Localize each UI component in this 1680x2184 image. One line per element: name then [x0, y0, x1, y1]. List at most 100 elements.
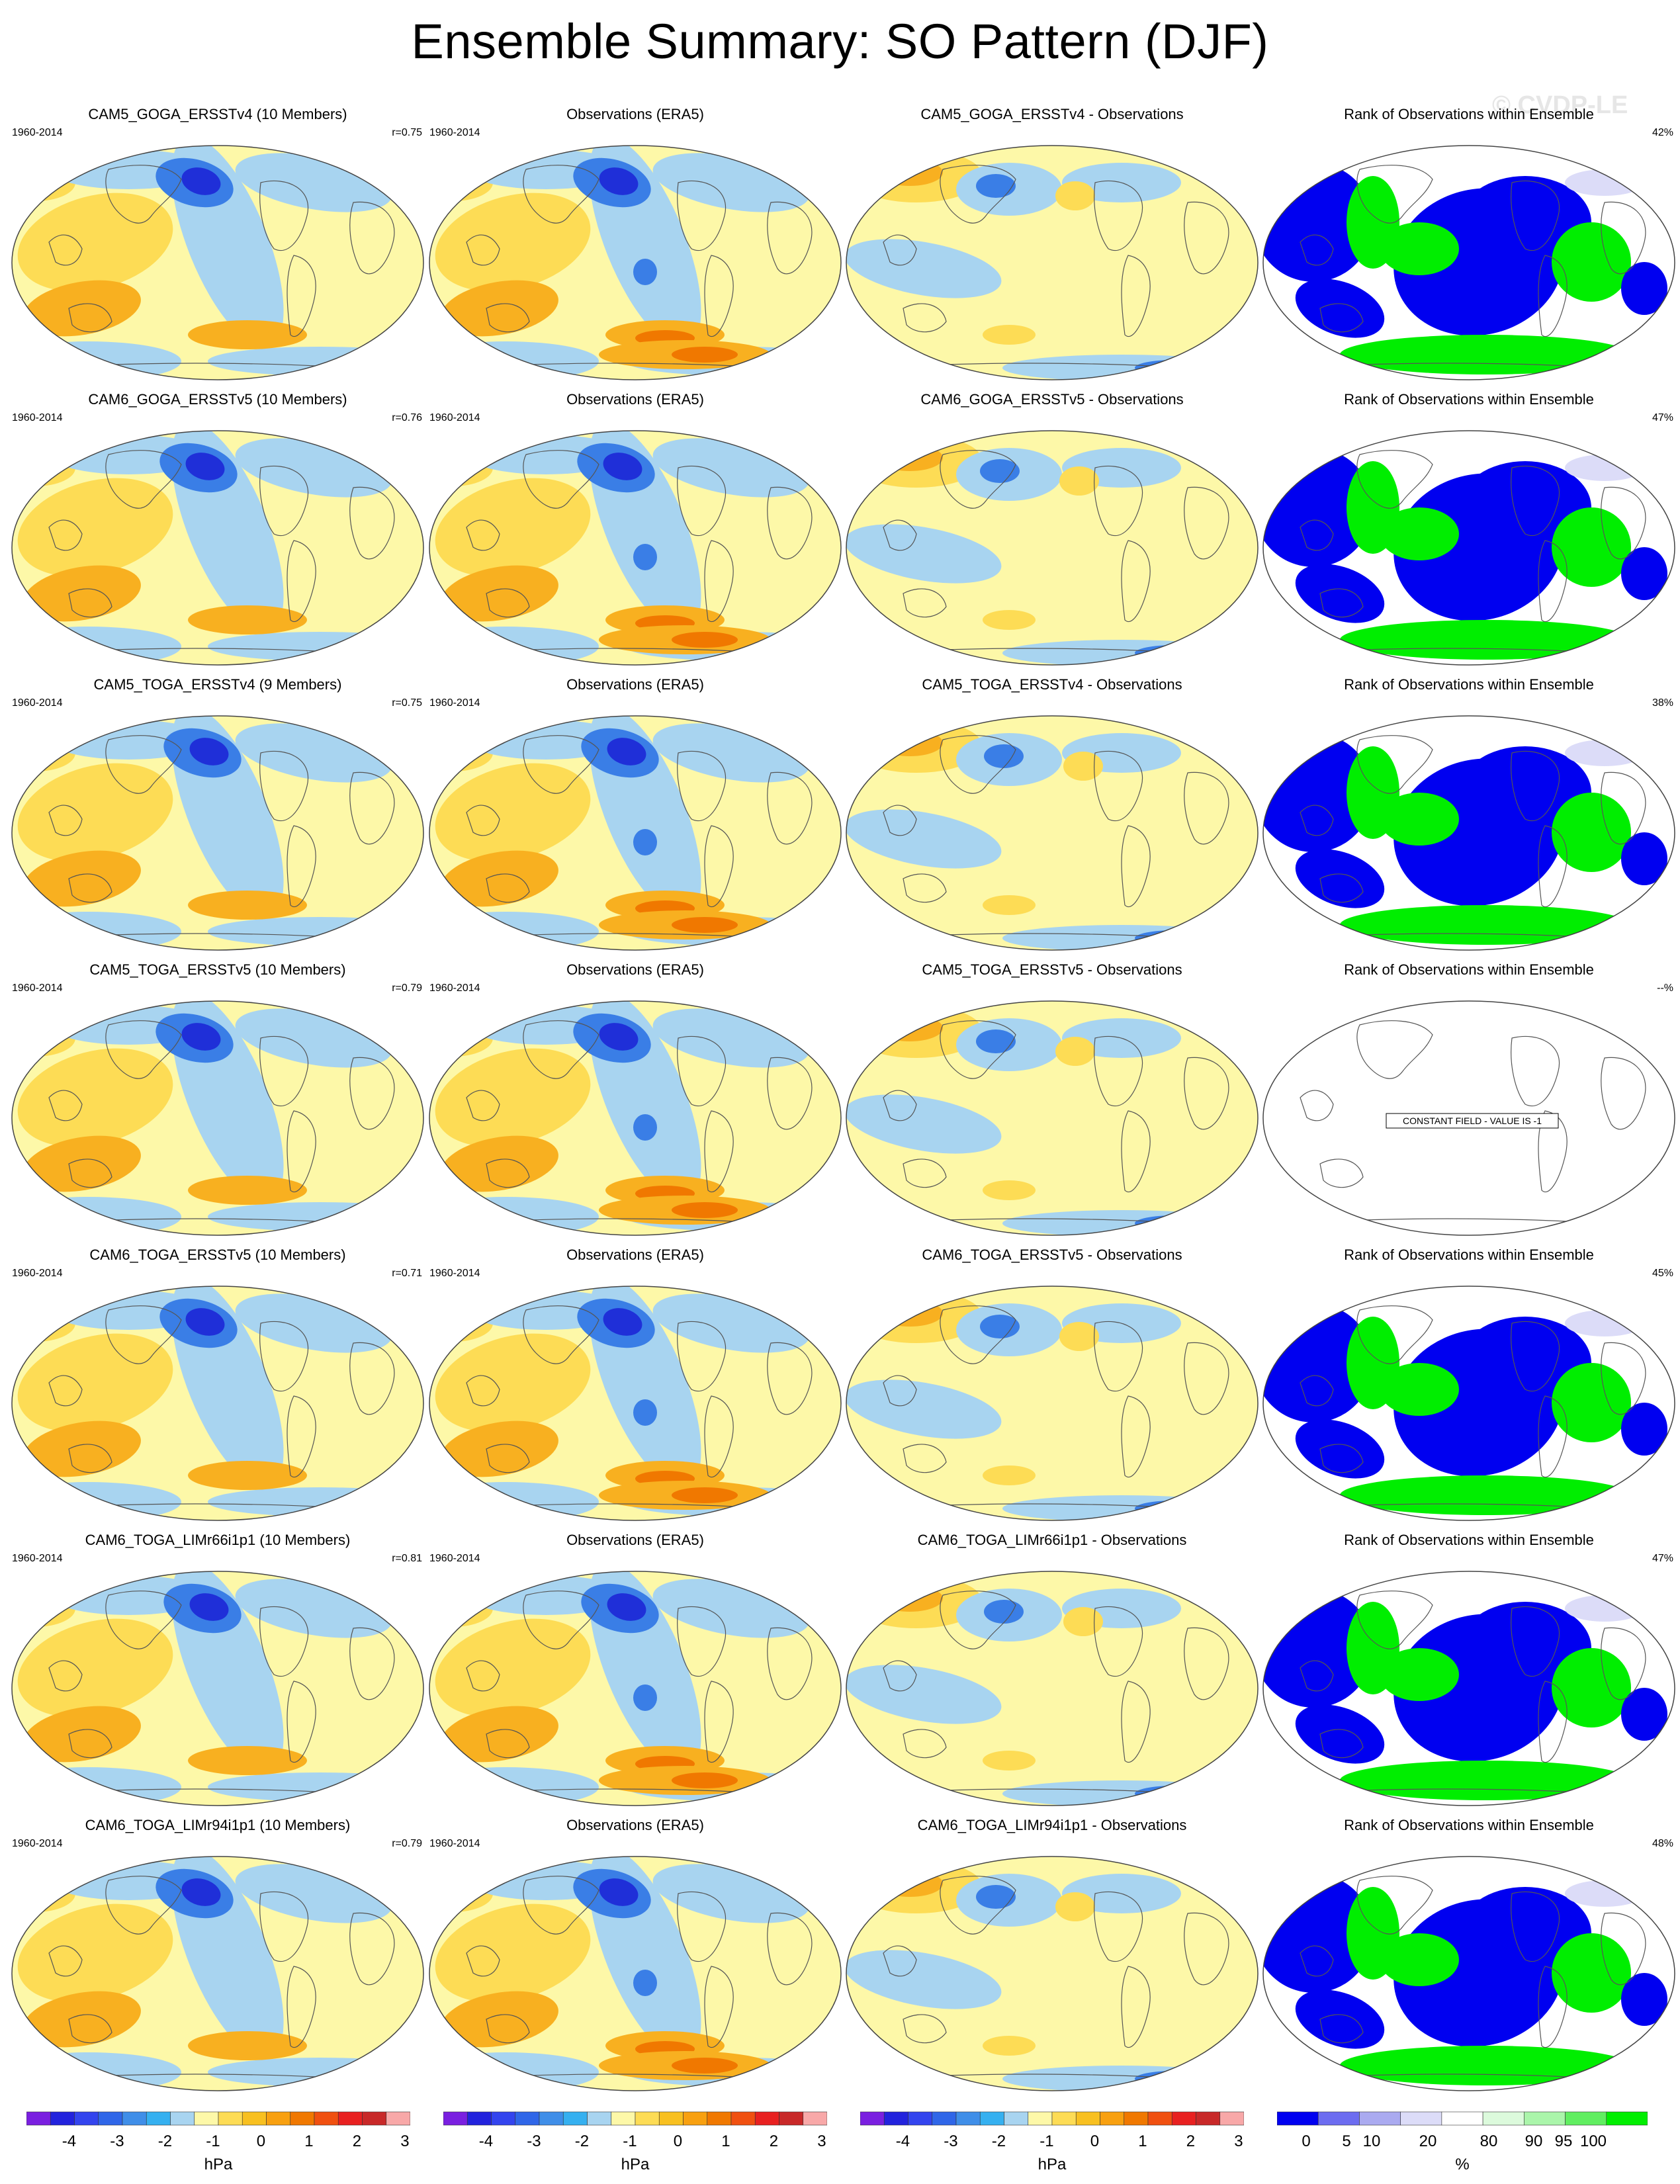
coastline — [287, 1966, 316, 2048]
coastline — [1184, 1057, 1229, 1130]
coastline — [1538, 825, 1568, 907]
rank-percent: 38% — [1652, 697, 1673, 709]
map-border — [1262, 145, 1675, 380]
rank-percent: 42% — [1652, 127, 1673, 138]
colorbar-swatch — [1075, 2111, 1100, 2126]
high-pressure-center — [218, 900, 277, 916]
coastline — [767, 1057, 813, 1130]
high-pressure-center — [672, 2058, 738, 2074]
rank-high-region — [1552, 507, 1631, 587]
high-pressure-center — [672, 1202, 738, 1218]
colorbar-swatch — [466, 2111, 492, 2126]
colorbar-swatch — [242, 2111, 267, 2126]
coastline — [523, 1591, 599, 1649]
coastline — [767, 201, 813, 275]
map-diff — [846, 430, 1259, 666]
colorbar-swatch — [611, 2111, 636, 2126]
map-border — [11, 430, 424, 666]
map-panel-model-2: CAM6_GOGA_ERSSTv5 (10 Members) 1960-2014 r… — [9, 391, 426, 669]
positive-difference — [877, 445, 943, 471]
coastline — [523, 735, 599, 794]
colorbar-tick-label: -3 — [944, 2132, 957, 2150]
coastline — [1184, 201, 1229, 275]
coastline — [677, 465, 727, 537]
rank-high-region — [1380, 507, 1459, 560]
rank-high-region — [1340, 335, 1631, 374]
map-rank — [1262, 1286, 1675, 1521]
map-panel-model-6: CAM6_TOGA_LIMr66i1p1 (10 Members) 1960-20… — [9, 1532, 426, 1810]
coastline — [68, 873, 112, 903]
coastline — [940, 1305, 1016, 1364]
panel-years: 1960-2014 — [429, 1268, 480, 1279]
rank-high-region — [1552, 1363, 1631, 1442]
coastline — [466, 1945, 500, 1977]
panel-years: 1960-2014 — [429, 697, 480, 709]
colorbar-tick-label: -3 — [110, 2132, 124, 2150]
map-rank — [1262, 430, 1675, 666]
coastline — [105, 1876, 182, 1935]
colorbar-tick-label: 1 — [304, 2132, 313, 2150]
coastline — [940, 1020, 1016, 1079]
coastline — [767, 771, 813, 845]
colorbar-swatch — [707, 2111, 732, 2126]
coastline — [1538, 1966, 1568, 2048]
map-model — [11, 1000, 424, 1236]
coastline — [1356, 1876, 1433, 1935]
map-panel-rank-7: Rank of Observations within Ensemble 48% — [1260, 1817, 1677, 2095]
colorbar-tick-label: -2 — [158, 2132, 172, 2150]
map-model — [11, 430, 424, 666]
colorbar-swatch — [908, 2111, 933, 2126]
coastline — [1319, 303, 1364, 333]
negative-difference — [1002, 1780, 1241, 1806]
coastline — [287, 1110, 316, 1192]
rank-high-region — [1380, 222, 1459, 275]
coastline — [259, 1891, 309, 1962]
negative-difference — [976, 1029, 1016, 1053]
high-pressure-region — [17, 1618, 173, 1718]
map-border — [1262, 430, 1675, 666]
map-panel-diff-3: CAM5_TOGA_ERSSTv4 - Observations — [844, 676, 1260, 954]
map-panel-diff-2: CAM6_GOGA_ERSSTv5 - Observations — [844, 391, 1260, 669]
low-pressure-center — [599, 1878, 639, 1906]
coastline — [259, 1321, 309, 1392]
coastline — [259, 1035, 309, 1107]
coastline — [48, 234, 83, 266]
positive-difference — [983, 325, 1036, 345]
colorbar-units: hPa — [1038, 2156, 1067, 2173]
high-pressure-region — [17, 478, 173, 577]
coastline — [1319, 2014, 1364, 2044]
low-pressure-center — [607, 738, 646, 765]
map-border — [11, 1286, 424, 1521]
coastline — [1511, 1606, 1560, 1677]
colorbar-swatch — [1196, 2111, 1221, 2126]
colorbar-swatch — [1524, 2111, 1566, 2126]
low-pressure-region — [208, 347, 423, 376]
coastline — [677, 1891, 727, 1962]
high-pressure-region — [17, 1903, 173, 2003]
colorbar-swatch — [1004, 2111, 1029, 2126]
colorbar-tick-label: 0 — [674, 2132, 682, 2150]
positive-difference — [983, 2036, 1036, 2056]
map-border — [846, 1856, 1259, 2091]
pattern-correlation: r=0.79 — [392, 1838, 422, 1849]
high-pressure-region — [17, 1048, 173, 1147]
positive-difference — [983, 895, 1036, 915]
positive-difference — [1059, 466, 1099, 496]
coastline — [1356, 735, 1433, 794]
coastline — [105, 165, 182, 224]
panel-title: Observations (ERA5) — [566, 961, 704, 978]
panel-title: CAM6_TOGA_LIMr94i1p1 - Observations — [917, 1817, 1187, 1833]
coastline — [704, 1395, 734, 1477]
coastline — [1511, 465, 1560, 537]
rank-high-region — [1552, 793, 1631, 872]
coastline — [1300, 805, 1334, 836]
high-pressure-center — [672, 632, 738, 648]
low-pressure-center — [633, 1684, 657, 1711]
coastline — [767, 1627, 813, 1700]
high-pressure-region — [435, 193, 591, 292]
coastline — [105, 1020, 182, 1079]
coastline — [259, 465, 309, 537]
coastline — [677, 750, 727, 822]
colorbar-diff: -4-3-2-101234hPa — [860, 2109, 1244, 2182]
coastline — [1538, 540, 1568, 622]
